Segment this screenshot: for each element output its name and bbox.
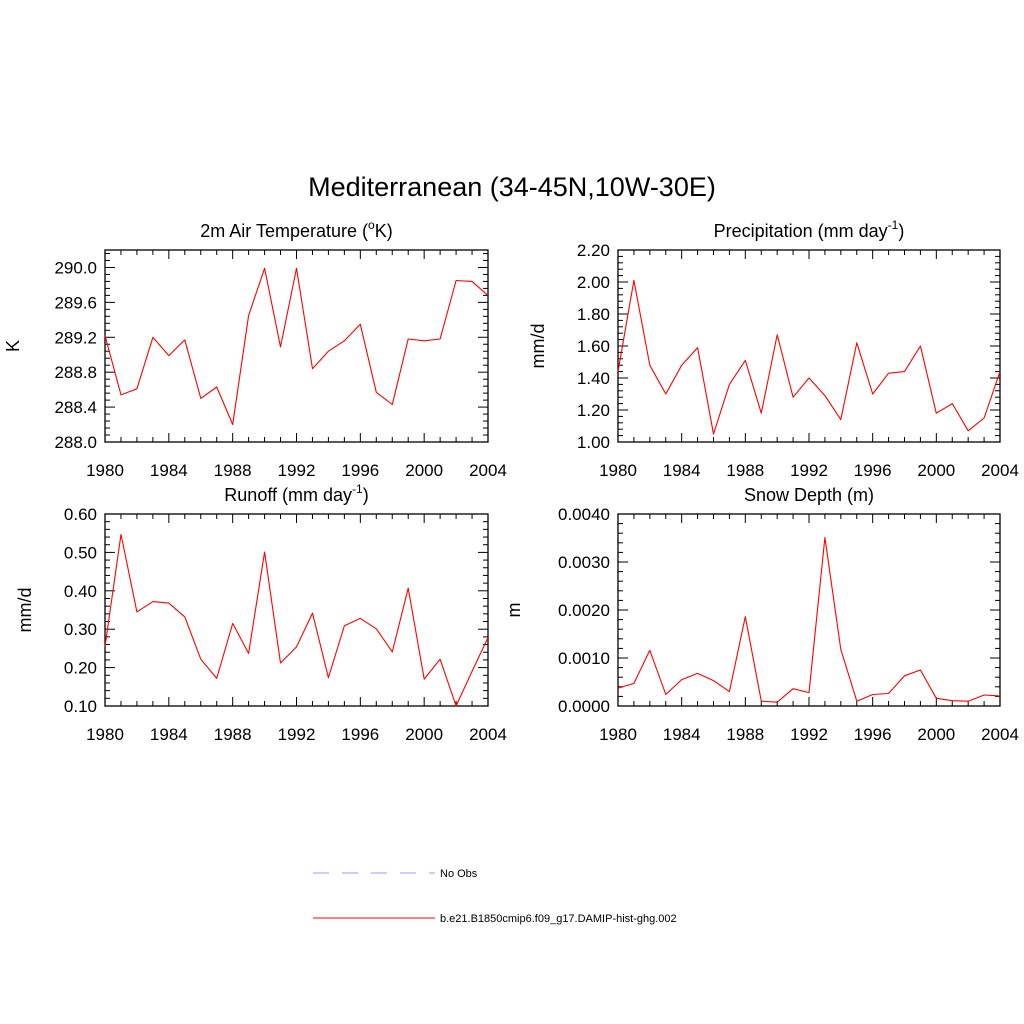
precipitation-series-line <box>617 279 1001 435</box>
runoff-ytick-label: 0.30 <box>64 620 97 639</box>
panel-precipitation: 1980 1984 1988 1992 1996 2000 2004 1.00 1.20 1.40… <box>528 218 1019 480</box>
precipitation-ytick-label: 1.60 <box>577 337 610 356</box>
precipitation-title-text: Precipitation (mm day <box>714 221 888 241</box>
air-temperature-ytick-label: 288.0 <box>54 433 97 452</box>
air-temperature-ylabel: K <box>3 340 23 352</box>
snow-depth-ylabel: m <box>504 603 524 618</box>
runoff-frame <box>104 513 489 707</box>
air-temperature-xtick-label: 2000 <box>405 461 443 480</box>
air-temperature-ytick-label: 288.8 <box>54 363 97 382</box>
snow-depth-ytick-label: 0.0040 <box>558 505 610 524</box>
snow-depth-series-line <box>617 536 1001 703</box>
precipitation-ytick-label: 1.20 <box>577 401 610 420</box>
precipitation-xtick-label: 1996 <box>854 461 892 480</box>
precipitation-title-end: ) <box>898 221 904 241</box>
runoff-ytick-label: 0.10 <box>64 697 97 716</box>
snow-depth-ytick-label: 0.0000 <box>558 697 610 716</box>
air-temperature-xtick-label: 1992 <box>278 461 316 480</box>
runoff-xtick-label: 1984 <box>150 725 188 744</box>
runoff-title-end: ) <box>363 485 369 505</box>
snow-depth-xtick-label: 1992 <box>790 725 828 744</box>
precipitation-ylabel: mm/d <box>528 324 548 369</box>
runoff-title-text: Runoff (mm day <box>224 485 352 505</box>
precipitation-xtick-label: 1984 <box>663 461 701 480</box>
snow-depth-xtick-label: 1988 <box>726 725 764 744</box>
precipitation-ytick-label: 1.00 <box>577 433 610 452</box>
snow-depth-ytick-label: 0.0010 <box>558 649 610 668</box>
precipitation-ytick-label: 1.80 <box>577 305 610 324</box>
precipitation-ytick-label: 2.20 <box>577 241 610 260</box>
panel-runoff: 1980 1984 1988 1992 1996 2000 2004 0.10 0.20 0.30… <box>15 482 507 744</box>
legend-label-no-obs: No Obs <box>440 868 478 880</box>
air-temperature-series-line <box>104 267 489 426</box>
air-temperature-xtick-label: 1996 <box>341 461 379 480</box>
runoff-ylabel: mm/d <box>15 588 35 633</box>
snow-depth-title-text: Snow Depth (m) <box>744 485 874 505</box>
main-title: Mediterranean (34-45N,10W-30E) <box>308 172 716 202</box>
runoff-xtick-label: 2004 <box>469 725 507 744</box>
panel-air-temperature: 1980 1984 1988 1992 1996 2000 2004 288.0 288.4 28… <box>3 218 507 480</box>
precipitation-ytick-label: 1.40 <box>577 369 610 388</box>
precipitation-xtick-label: 2000 <box>917 461 955 480</box>
legend-label-model: b.e21.B1850cmip6.f09_g17.DAMIP-hist-ghg.… <box>440 913 677 925</box>
runoff-series-line <box>104 533 489 707</box>
air-temperature-title-text: 2m Air Temperature ( <box>200 221 368 241</box>
snow-depth-xtick-label: 1996 <box>854 725 892 744</box>
legend: No Obs b.e21.B1850cmip6.f09_g17.DAMIP-hi… <box>313 868 677 925</box>
precipitation-xtick-label: 1992 <box>790 461 828 480</box>
runoff-xtick-label: 1980 <box>86 725 124 744</box>
precipitation-frame <box>617 249 1001 443</box>
precipitation-xtick-label: 1988 <box>726 461 764 480</box>
snow-depth-title: Snow Depth (m) <box>744 485 874 505</box>
precipitation-title: Precipitation (mm day-1) <box>714 218 905 241</box>
runoff-xtick-label: 1996 <box>341 725 379 744</box>
runoff-xtick-label: 1992 <box>278 725 316 744</box>
air-temperature-xtick-label: 1980 <box>86 461 124 480</box>
air-temperature-ytick-label: 289.6 <box>54 293 97 312</box>
air-temperature-title: 2m Air Temperature (oK) <box>200 218 392 241</box>
panel-snow-depth: 1980 1984 1988 1992 1996 2000 2004 0.0000 0.0010… <box>504 485 1019 744</box>
air-temperature-ytick-label: 289.2 <box>54 328 97 347</box>
runoff-xtick-label: 2000 <box>405 725 443 744</box>
snow-depth-frame <box>617 513 1001 707</box>
snow-depth-ytick-label: 0.0020 <box>558 601 610 620</box>
precipitation-xtick-label: 2004 <box>981 461 1019 480</box>
precipitation-ytick-label: 2.00 <box>577 273 610 292</box>
snow-depth-xtick-label: 2000 <box>917 725 955 744</box>
air-temperature-title-end: K) <box>375 221 393 241</box>
snow-depth-xtick-label: 1980 <box>599 725 637 744</box>
air-temperature-xtick-label: 1984 <box>150 461 188 480</box>
runoff-ytick-label: 0.60 <box>64 505 97 524</box>
snow-depth-xtick-label: 1984 <box>663 725 701 744</box>
snow-depth-ytick-label: 0.0030 <box>558 553 610 572</box>
runoff-ytick-label: 0.50 <box>64 543 97 562</box>
runoff-ytick-label: 0.20 <box>64 659 97 678</box>
snow-depth-xtick-label: 2004 <box>981 725 1019 744</box>
air-temperature-ytick-label: 290.0 <box>54 258 97 277</box>
air-temperature-ytick-label: 288.4 <box>54 398 97 417</box>
runoff-title-sup: -1 <box>352 482 363 496</box>
air-temperature-title-sup: o <box>368 218 375 232</box>
precipitation-title-sup: -1 <box>888 218 899 232</box>
air-temperature-frame <box>104 249 489 443</box>
runoff-ytick-label: 0.40 <box>64 582 97 601</box>
air-temperature-xtick-label: 2004 <box>469 461 507 480</box>
runoff-title: Runoff (mm day-1) <box>224 482 368 505</box>
air-temperature-xtick-label: 1988 <box>214 461 252 480</box>
runoff-xtick-label: 1988 <box>214 725 252 744</box>
precipitation-xtick-label: 1980 <box>599 461 637 480</box>
